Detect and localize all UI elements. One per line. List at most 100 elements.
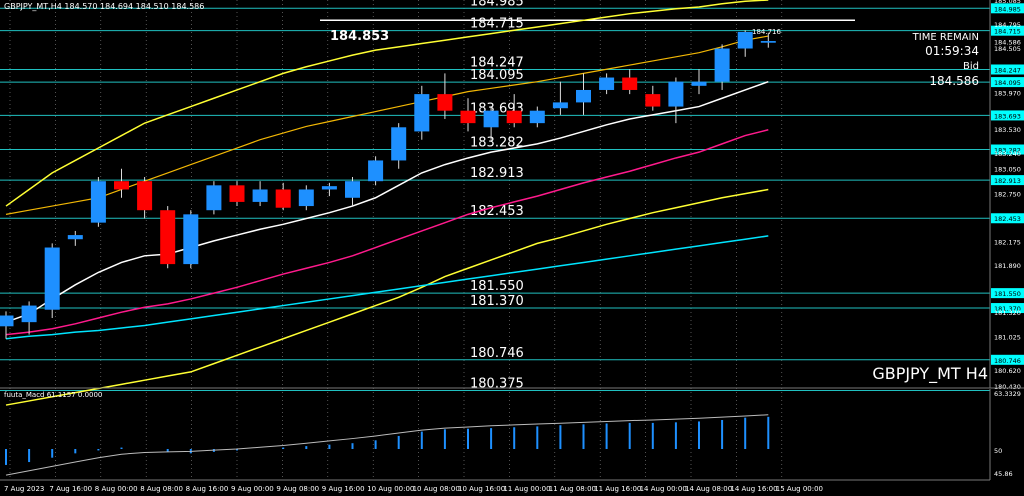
level-label: 181.550 xyxy=(470,279,524,294)
candle-body xyxy=(414,94,430,132)
bid-value: 184.586 xyxy=(929,74,979,88)
indicator-overlays xyxy=(5,0,769,406)
price-tag-bg xyxy=(991,144,1024,155)
candle-body xyxy=(206,185,222,211)
candle-body xyxy=(760,41,776,43)
time-tick-label: 15 Aug 00:00 xyxy=(776,485,823,493)
candle-body xyxy=(460,110,476,124)
macd-signal-line xyxy=(5,414,769,476)
price-tick-label: 180.430 xyxy=(994,383,1021,391)
time-tick-label: 7 Aug 2023 xyxy=(4,485,44,493)
candle-body xyxy=(90,181,106,223)
level-label: 183.282 xyxy=(470,136,524,151)
candle-body xyxy=(691,81,707,86)
macd-tick-label: 45.86 xyxy=(994,470,1013,478)
candle-body xyxy=(183,214,199,265)
price-tick-label: 184.247 xyxy=(994,66,1021,74)
price-tick-label: 181.370 xyxy=(994,305,1021,313)
candle-body xyxy=(576,89,591,103)
candle-body xyxy=(67,235,83,240)
candle-body xyxy=(714,48,730,82)
candle-body xyxy=(298,189,314,207)
time-tick-label: 7 Aug 16:00 xyxy=(49,485,92,493)
symbol-caption: GBPJPY_MT H4 xyxy=(872,364,988,384)
current-high-label: 184.853 xyxy=(330,29,389,44)
price-tick-label: 183.970 xyxy=(994,89,1021,97)
band-mid-line xyxy=(5,35,769,215)
ma-pink-line xyxy=(5,129,769,336)
price-tag-bg xyxy=(991,213,1024,224)
time-tick-label: 14 Aug 00:00 xyxy=(640,485,687,493)
level-label: 180.375 xyxy=(470,377,524,392)
price-tick-label: 183.282 xyxy=(994,147,1021,155)
price-tag-bg xyxy=(991,3,1024,14)
time-tick-label: 8 Aug 00:00 xyxy=(95,485,138,493)
macd-tick-label: 50 xyxy=(994,447,1002,455)
time-tick-label: 14 Aug 08:00 xyxy=(685,485,732,493)
price-tick-label: 180.620 xyxy=(994,367,1021,375)
candle-body xyxy=(0,315,14,327)
level-label: 184.095 xyxy=(470,68,524,83)
candle-body xyxy=(437,94,453,111)
price-tick-label: 181.025 xyxy=(994,334,1021,342)
candle-body xyxy=(645,94,661,107)
price-tick-label: 183.050 xyxy=(994,166,1021,174)
level-label: 182.913 xyxy=(470,166,524,181)
ohlc-header: GBPJPY_MT,H4 184.570 184.694 184.510 184… xyxy=(4,2,204,11)
price-tick-label: 184.095 xyxy=(994,79,1021,87)
candle-body xyxy=(529,110,545,124)
price-tag-bg xyxy=(991,25,1024,36)
price-tag-bg xyxy=(991,288,1024,299)
candle-body xyxy=(160,210,176,265)
candle-body xyxy=(668,81,684,107)
price-tick-label: 185.085 xyxy=(994,0,1021,5)
macd-tick-label: 63.3329 xyxy=(994,390,1021,398)
macd-axis-bg xyxy=(990,389,1024,480)
macd-label: fuuta_Macd 61.1157 0.0000 xyxy=(4,391,102,399)
price-tick-label: 183.240 xyxy=(994,150,1021,158)
candle-body xyxy=(368,160,384,182)
band-lower-line xyxy=(5,188,769,406)
candle-body xyxy=(506,110,522,124)
price-tick-label: 182.913 xyxy=(994,177,1021,185)
price-tag-bg xyxy=(991,175,1024,186)
price-tick-label: 184.985 xyxy=(994,5,1021,13)
ma-white-line xyxy=(5,80,769,323)
price-tick-label: 181.320 xyxy=(994,309,1021,317)
candle-body xyxy=(345,181,360,198)
time-remain-label: TIME REMAIN xyxy=(912,32,979,43)
price-tag-bg xyxy=(991,64,1024,75)
time-axis: 7 Aug 2023 7 Aug 16:00 8 Aug 00:00 8 Aug 08… xyxy=(0,479,990,493)
time-tick-label: 8 Aug 16:00 xyxy=(186,485,229,493)
candle-body xyxy=(252,189,268,202)
time-tick-label: 9 Aug 16:00 xyxy=(322,485,365,493)
price-tick-label: 182.750 xyxy=(994,191,1021,199)
time-tick-label: 11 Aug 08:00 xyxy=(549,485,596,493)
price-tick-label: 184.795 xyxy=(994,21,1021,29)
price-tick-label: 181.550 xyxy=(994,290,1021,298)
price-tick-label: 183.530 xyxy=(994,126,1021,134)
candle-body xyxy=(737,31,753,49)
price-tick-label: 184.505 xyxy=(994,45,1021,53)
price-tick-label: 184.586 xyxy=(994,38,1021,46)
time-remain-value: 01:59:34 xyxy=(925,44,979,58)
time-tick-label: 10 Aug 08:00 xyxy=(413,485,460,493)
last-candle-high: 184.716 xyxy=(752,28,781,36)
candle-body xyxy=(229,185,245,202)
candle-body xyxy=(21,305,37,323)
time-tick-label: 14 Aug 16:00 xyxy=(730,485,777,493)
candle-body xyxy=(599,77,615,90)
price-tick-label: 181.890 xyxy=(994,262,1021,270)
price-tick-label: 182.175 xyxy=(994,238,1021,246)
level-label: 184.985 xyxy=(470,0,524,9)
candle-body xyxy=(114,181,129,190)
time-tick-label: 9 Aug 00:00 xyxy=(231,485,274,493)
level-label: 182.453 xyxy=(470,204,524,219)
level-label: 184.247 xyxy=(470,55,524,70)
level-label: 181.370 xyxy=(470,294,524,309)
price-tick-label: 184.715 xyxy=(994,28,1021,36)
time-tick-label: 11 Aug 00:00 xyxy=(503,485,550,493)
band-upper-line xyxy=(5,0,769,207)
